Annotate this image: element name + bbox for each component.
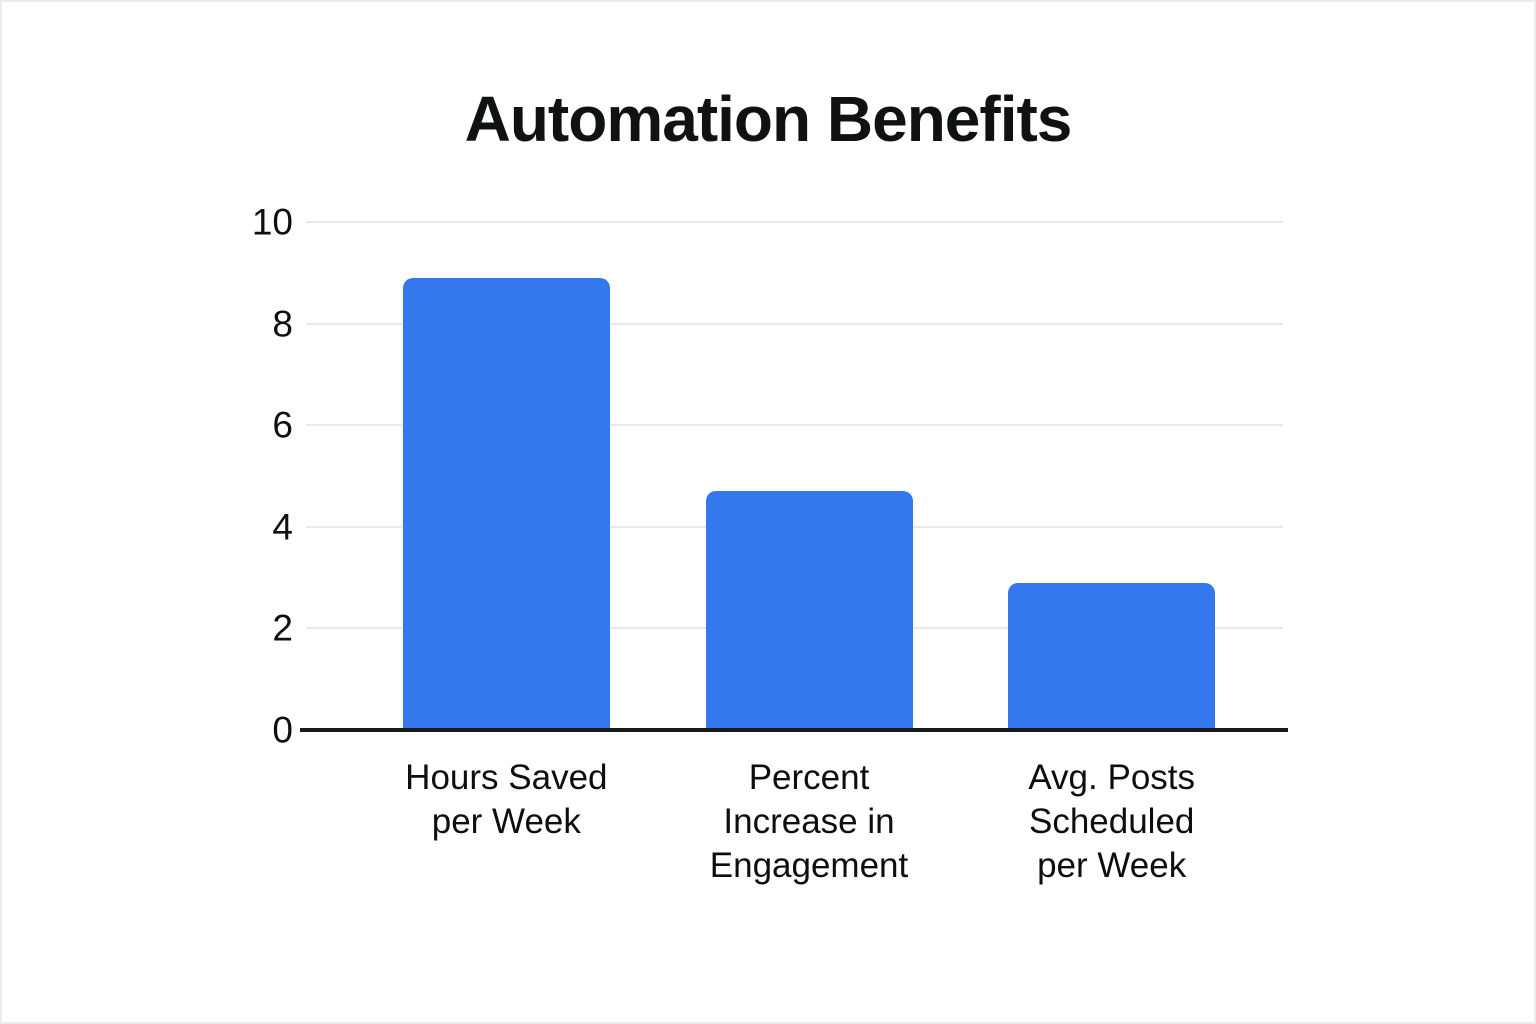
x-category-label-line: per Week <box>1037 846 1187 885</box>
x-axis-category-labels: Hours Saved per Week Percent Increase in Eng… <box>355 756 1263 888</box>
y-axis-tick-labels: 0 2 4 6 8 10 <box>150 204 293 749</box>
x-category-label-line: Hours Saved <box>405 758 608 797</box>
x-category-label-line: Percent <box>748 758 870 797</box>
bar-1 <box>402 277 610 730</box>
y-tick-label: 6 <box>272 404 293 446</box>
x-category-label-slot: Avg. Posts Scheduled per Week <box>960 756 1263 888</box>
y-tick-label: 2 <box>272 607 293 649</box>
y-tick-label: 10 <box>251 201 293 243</box>
bars-layer <box>355 222 1263 730</box>
x-category-label-line: per Week <box>431 802 581 841</box>
chart-title: Automation Benefits <box>464 83 1073 155</box>
x-category-label-line: Avg. Posts <box>1028 758 1196 797</box>
x-category-label: Avg. Posts Scheduled per Week <box>1028 756 1195 888</box>
x-category-label-line: Scheduled <box>1028 802 1195 841</box>
x-category-label: Hours Saved per Week <box>405 756 607 888</box>
y-tick-label: 4 <box>272 506 293 548</box>
x-category-label: Percent Increase in Engagement <box>710 756 908 888</box>
bar-2 <box>705 491 913 730</box>
y-tick-label: 0 <box>272 709 293 751</box>
bar-slot <box>960 222 1263 730</box>
x-category-label-line: Engagement <box>709 846 909 885</box>
x-category-label-slot: Hours Saved per Week <box>355 756 658 888</box>
x-axis-line <box>300 728 1288 732</box>
y-tick-label: 8 <box>272 303 293 345</box>
bar-3 <box>1008 582 1216 730</box>
bar-slot <box>658 222 961 730</box>
x-category-label-line: Increase in <box>723 802 895 841</box>
grid-line <box>306 424 1283 427</box>
bar-slot <box>355 222 658 730</box>
x-category-label-slot: Percent Increase in Engagement <box>658 756 961 888</box>
grid-line <box>306 322 1283 325</box>
grid-line <box>306 221 1283 223</box>
